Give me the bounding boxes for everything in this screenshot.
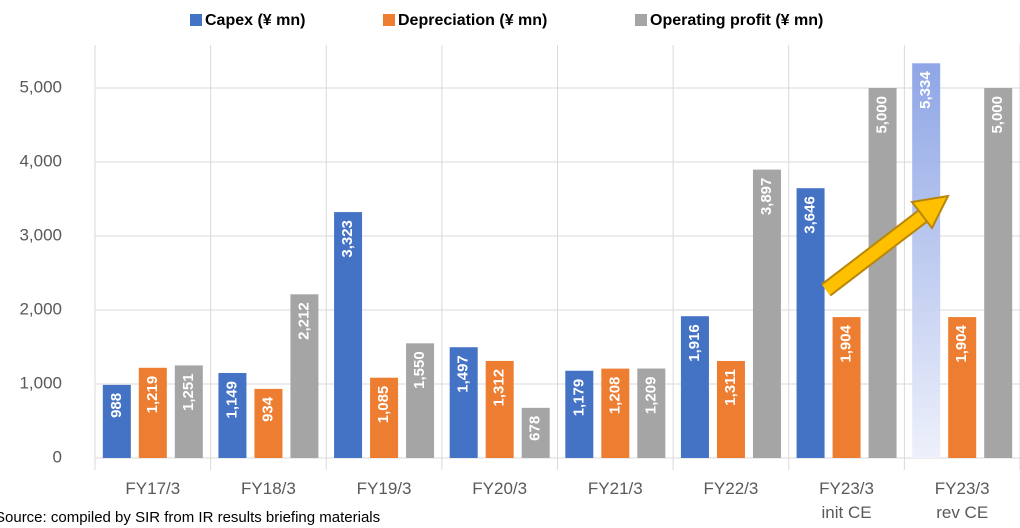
legend-text: Depreciation (¥ mn) [398,12,547,29]
bar [449,347,478,458]
data-label: 3,323 [339,220,356,258]
y-tick-label: 2,000 [19,299,62,318]
data-label: 988 [108,393,125,418]
x-tick-label: FY23/3 init CE [819,479,874,522]
data-label: 1,208 [606,377,623,415]
bar [680,316,709,458]
data-label: 3,646 [802,196,819,234]
x-tick-label: FY19/3 [357,479,412,498]
x-tick-label: FY17/3 [125,479,180,498]
bar [254,388,283,458]
bar [406,343,435,458]
y-tick-label: 1,000 [19,373,62,392]
data-label: 934 [259,396,276,422]
data-label: 5,334 [917,71,934,109]
data-label: 1,085 [375,386,392,424]
x-tick-label: FY18/3 [241,479,296,498]
data-label: 2,212 [295,302,312,340]
bar [290,294,319,458]
data-label: 1,219 [144,376,161,414]
bar [334,212,363,458]
legend-swatch [190,14,202,26]
bar [832,317,861,458]
x-tick-label: FY21/3 [588,479,643,498]
bar [218,372,247,458]
data-label: 1,312 [491,369,508,407]
bar [565,370,594,458]
bar [370,377,399,458]
legend-text: Capex (¥ mn) [205,12,305,29]
x-tick-label: FY20/3 [472,479,527,498]
y-tick-label: 4,000 [19,151,62,170]
data-label: 1,251 [180,373,197,411]
data-label: 1,904 [953,324,970,362]
bar [796,188,825,459]
legend-swatch [383,14,395,26]
y-tick-label: 3,000 [19,225,62,244]
bar [948,317,977,458]
data-label: 1,497 [455,355,472,393]
arrow [821,194,950,297]
bar [984,88,1013,458]
bar [138,367,167,458]
bar [174,365,203,458]
bar [601,368,630,458]
data-label: 1,904 [838,324,855,362]
y-tick-label: 0 [53,447,62,466]
bar [485,360,514,458]
legend-swatch [635,14,647,26]
bar [868,88,897,458]
data-label: 1,179 [570,379,587,417]
data-label: 1,311 [722,369,739,406]
data-label: 1,916 [686,324,703,362]
data-label: 3,897 [758,178,775,216]
bar [521,407,550,458]
source-note: Source: compiled by SIR from IR results … [0,509,380,526]
bar [637,368,666,458]
bar [716,360,745,458]
bar [752,169,781,458]
x-tick-label: FY23/3 rev CE [935,479,990,522]
y-tick-label: 5,000 [19,77,62,96]
data-label: 678 [527,416,544,441]
data-label: 5,000 [989,96,1006,134]
data-label: 1,209 [642,377,659,415]
x-tick-label: FY22/3 [704,479,759,498]
data-label: 1,550 [411,351,428,389]
bar [912,63,941,459]
legend-text: Operating profit (¥ mn) [650,12,823,29]
data-label: 1,149 [223,381,240,419]
bar [102,384,131,458]
data-label: 5,000 [874,96,891,134]
